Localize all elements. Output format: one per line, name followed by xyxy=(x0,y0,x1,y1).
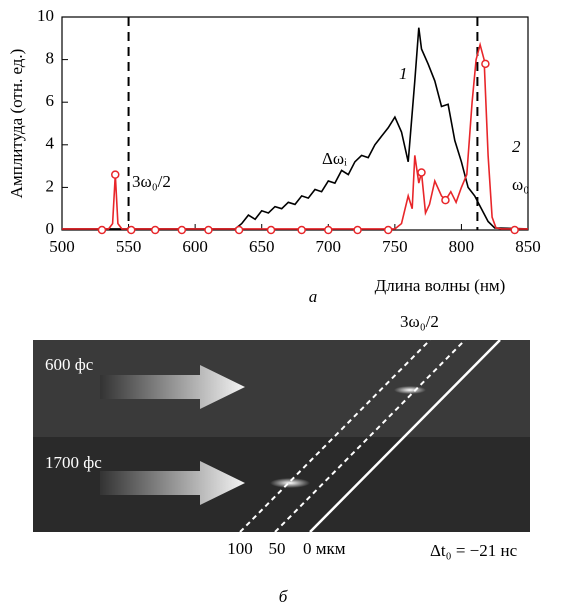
label: 1700 фс xyxy=(45,453,102,472)
delay-label: Δt₀ = −21 нс xyxy=(430,541,518,560)
arrow xyxy=(100,365,245,409)
x-tick-label: 650 xyxy=(249,237,275,256)
curve-label: 1 xyxy=(399,64,408,83)
solid-line xyxy=(309,339,501,533)
x-tick-label: 550 xyxy=(116,237,142,256)
caption: а xyxy=(309,287,318,306)
annotation: ω₀ xyxy=(512,175,529,194)
y-tick-label: 4 xyxy=(46,134,55,153)
marker xyxy=(324,225,333,235)
marker xyxy=(150,225,160,235)
label: 3ω₀/2 xyxy=(400,312,439,331)
chart: 500 550 600 650 700 750 800 850024681012Δωᵢ3ω₀/… xyxy=(7,6,541,306)
x-tick-label: 800 xyxy=(449,237,475,256)
marker xyxy=(177,225,187,235)
spot xyxy=(270,478,310,488)
marker xyxy=(383,225,393,235)
scale-label: 50 xyxy=(269,539,286,558)
y-axis-label: Амплитуда (отн. ед.) xyxy=(7,49,26,199)
x-axis-label: Длина волны (нм) xyxy=(375,276,506,295)
curve-label: 2 xyxy=(512,137,521,156)
series-line xyxy=(62,41,528,230)
x-tick-label: 700 xyxy=(316,237,342,256)
spot xyxy=(394,386,426,394)
plot-frame xyxy=(61,16,529,231)
dashed-line xyxy=(239,339,431,533)
x-tick-label: 600 xyxy=(182,237,208,256)
streak-image: 600 фс 1700 фс 3ω₀/2 100 50 0 мкм Δt₀ = … xyxy=(33,312,530,606)
caption: б xyxy=(279,587,288,606)
marker xyxy=(297,225,306,235)
arrow xyxy=(100,461,245,505)
marker xyxy=(510,225,519,235)
marker xyxy=(481,59,490,69)
scale-label: 100 xyxy=(227,539,253,558)
x-tick-label: 750 xyxy=(382,237,408,256)
marker xyxy=(266,225,276,235)
x-tick-label: 500 xyxy=(49,237,75,256)
x-tick-label: 850 xyxy=(515,237,541,256)
marker xyxy=(417,168,426,177)
marker xyxy=(97,225,107,235)
y-tick-label: 0 xyxy=(46,219,55,238)
marker xyxy=(111,170,120,179)
marker xyxy=(204,225,213,235)
marker xyxy=(126,225,136,235)
annotation: Δωᵢ xyxy=(322,149,347,168)
label: 600 фс xyxy=(45,355,94,374)
dashed-line xyxy=(274,339,466,533)
y-tick-label: 10 xyxy=(37,6,54,25)
series-line xyxy=(62,27,529,230)
y-tick-label: 8 xyxy=(46,49,55,68)
marker xyxy=(441,195,450,205)
annotation: 3ω₀/2 xyxy=(132,172,171,191)
y-tick-label: 2 xyxy=(46,176,55,195)
marker xyxy=(234,225,244,235)
marker xyxy=(353,225,362,235)
scale-label: 0 мкм xyxy=(303,539,346,558)
y-tick-label: 6 xyxy=(46,91,55,110)
